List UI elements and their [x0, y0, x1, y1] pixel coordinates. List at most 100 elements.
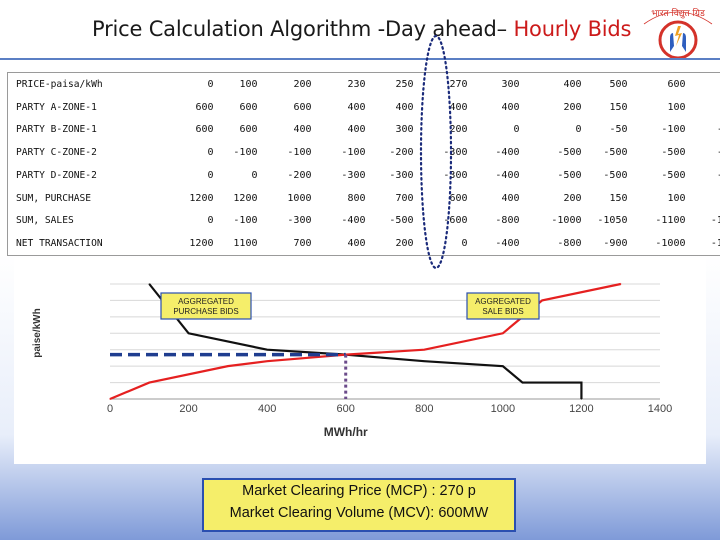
table-cell: 230: [347, 78, 366, 90]
purchase-point: [187, 332, 190, 334]
row-label: PARTY D-ZONE-2: [16, 169, 97, 181]
table-cell: -500: [389, 215, 414, 227]
table-cell: -100: [661, 124, 686, 136]
table-cell: -300: [443, 147, 468, 159]
mcp-column-highlight: [419, 34, 453, 270]
table-cell: 1000: [287, 192, 312, 204]
chart-axes: 0 200 400 600 800 1000 1200 1400 MWh/hr paise/kWh: [32, 308, 672, 439]
table-cell: 300: [395, 124, 414, 136]
table-cell: -100: [341, 147, 366, 159]
table-cell: 1200: [189, 238, 214, 250]
row-label: PARTY A-ZONE-1: [16, 101, 97, 113]
table-cell: 700: [395, 192, 414, 204]
clearing-result-box: Market Clearing Price (MCP) : 270 p Mark…: [202, 478, 516, 532]
row-label: PARTY C-ZONE-2: [16, 147, 97, 159]
row-label: SUM, PURCHASE: [16, 192, 92, 204]
table-cell: -1200: [710, 238, 720, 250]
x-tick-label: 1000: [491, 403, 515, 415]
row-label: PRICE-paisa/kWh: [16, 78, 103, 90]
header: Price Calculation Algorithm -Day ahead– …: [0, 0, 720, 60]
table-cell: 600: [667, 78, 686, 90]
table-cell: 800: [347, 192, 366, 204]
table-cell: -600: [694, 164, 720, 187]
table-cell: -100: [233, 147, 258, 159]
table-cell: 400: [501, 101, 520, 113]
bids-table: PRICE-paisa/kWh 0 100 200 230 250 270 300 400 500…: [7, 72, 720, 256]
purchase-point: [580, 381, 583, 384]
table-cell: 100: [667, 101, 686, 113]
sale-point: [620, 283, 622, 285]
table-cell: -400: [495, 147, 520, 159]
purchase-point: [266, 349, 268, 351]
table-cell: 0: [513, 124, 520, 136]
table-row: PARTY B-ZONE-1 600 600 400 400 300 200 0 0 -50 -10…: [8, 118, 720, 141]
row-label: NET TRANSACTION: [16, 238, 103, 250]
table-cell: -1300: [710, 215, 720, 227]
x-tick-label: 1200: [569, 403, 593, 415]
table-cell: -300: [389, 169, 414, 181]
x-tick-label: 400: [258, 403, 276, 415]
table-cell: -300: [341, 169, 366, 181]
table-cell: -800: [557, 238, 582, 250]
table-cell: 400: [347, 238, 366, 250]
table-cell: 100: [667, 192, 686, 204]
row-label: SUM, SALES: [16, 215, 74, 227]
sale-point: [305, 357, 308, 359]
table-cell: 1200: [233, 192, 258, 204]
table-cell: -900: [603, 238, 628, 250]
chart-labels: AGGREGATED PURCHASE BIDS AGGREGATED SALE BI…: [160, 292, 540, 320]
table-cell: 400: [563, 78, 582, 90]
mcp-text: Market Clearing Price (MCP) : 270 p: [242, 483, 476, 499]
table-cell: 600: [239, 101, 258, 113]
table-cell: -100: [287, 147, 312, 159]
page-title: Price Calculation Algorithm -Day ahead– …: [92, 17, 631, 41]
table-cell: 100: [239, 78, 258, 90]
table-cell: -400: [341, 215, 366, 227]
row-label: PARTY B-ZONE-1: [16, 124, 97, 136]
table-cell: 150: [609, 101, 628, 113]
title-main: Price Calculation Algorithm -Day ahead–: [92, 17, 514, 41]
table-row: PARTY D-ZONE-2 0 0 -200 -300 -300 -300 -400 -500…: [8, 164, 720, 187]
table-cell: 400: [449, 101, 468, 113]
table-row: PARTY A-ZONE-1 600 600 600 400 400 400 400 200 15…: [8, 96, 720, 119]
header-rule: [0, 58, 720, 60]
sale-bids-label-text: AGGREGATED SALE BIDS: [475, 297, 531, 316]
x-tick-label: 600: [337, 403, 355, 415]
table-cell: 200: [293, 78, 312, 90]
table-cell: -500: [661, 169, 686, 181]
sale-point: [266, 360, 268, 362]
table-cell: -500: [661, 147, 686, 159]
purchase-point: [423, 360, 425, 362]
purchase-point: [541, 381, 543, 384]
table-cell: -200: [287, 169, 312, 181]
clearing-chart: 0 200 400 600 800 1000 1200 1400 MWh/hr paise/kWh…: [14, 258, 706, 464]
table-cell: -50: [609, 124, 628, 136]
table-row: PRICE-paisa/kWh 0 100 200 230 250 270 300 400 500…: [8, 73, 720, 96]
power-hands-logo-icon: भारत विद्युत ग्रिड: [643, 7, 713, 60]
chart-background: [14, 258, 706, 464]
table-cell: 600: [239, 124, 258, 136]
table-row: SUM, SALES 0 -100 -300 -400 -500 -600 -800 -1000…: [8, 209, 720, 232]
table-cell: 500: [609, 78, 628, 90]
table-cell: 0: [207, 78, 214, 90]
table-cell: 0: [461, 238, 468, 250]
sale-point: [109, 398, 111, 400]
table-cell: 200: [563, 192, 582, 204]
mcv-text: Market Clearing Volume (MCV): 600MW: [229, 505, 489, 521]
table-cell: -400: [495, 169, 520, 181]
sale-point: [423, 349, 425, 351]
table-cell: 400: [395, 101, 414, 113]
table-cell: 0: [207, 215, 214, 227]
table-cell: -1050: [597, 215, 628, 227]
table-cell: -600: [443, 215, 468, 227]
table-cell: 600: [195, 101, 214, 113]
table-cell: -400: [495, 238, 520, 250]
x-tick-label: 200: [179, 403, 197, 415]
table-cell: 1200: [189, 192, 214, 204]
table-cell: 600: [449, 192, 468, 204]
table-cell: 700: [293, 238, 312, 250]
table-cell: 200: [449, 124, 468, 136]
table-cell: -100: [233, 215, 258, 227]
table-cell: -500: [557, 147, 582, 159]
table-cell: -800: [495, 215, 520, 227]
